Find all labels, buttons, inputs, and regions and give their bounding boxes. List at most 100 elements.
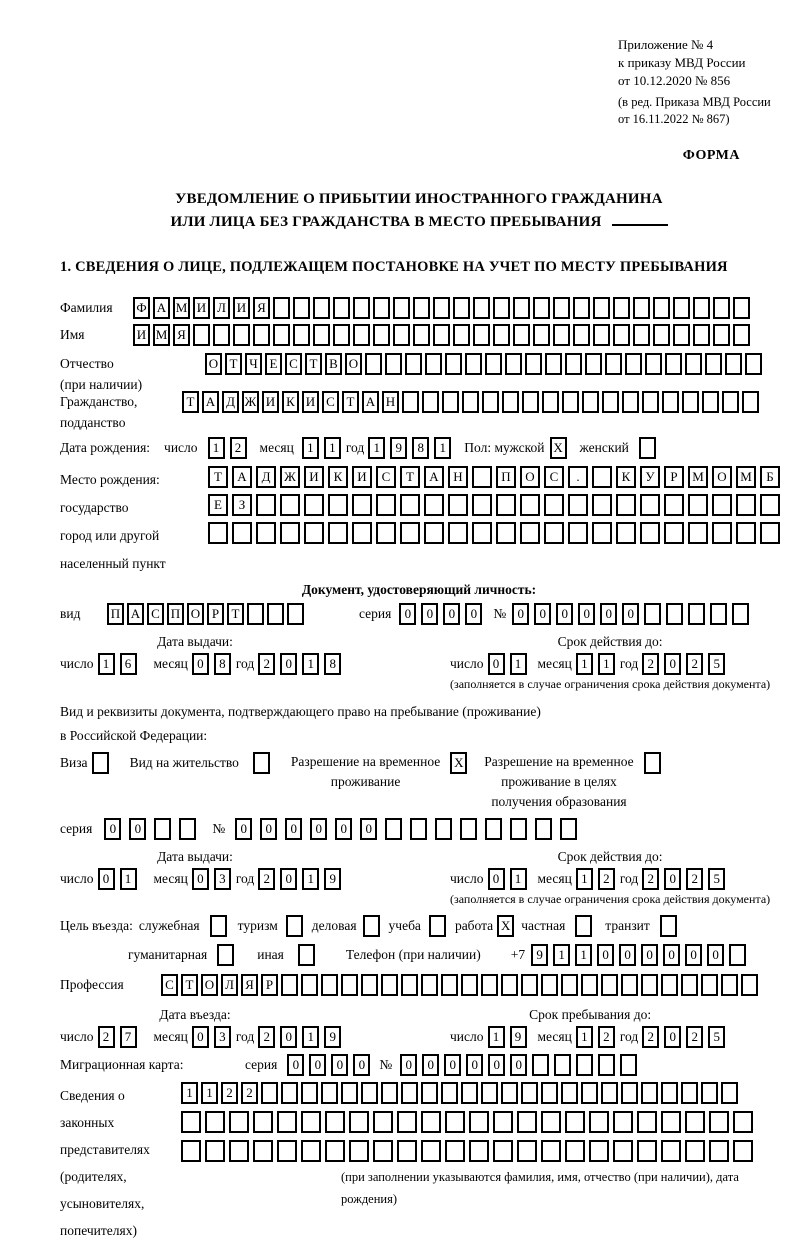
char-cell[interactable]	[664, 494, 684, 517]
char-cell[interactable]: 6	[119, 653, 137, 676]
char-cell[interactable]: Т	[305, 353, 322, 376]
char-cell[interactable]	[301, 1111, 321, 1134]
char-cell[interactable]: 8	[324, 653, 342, 676]
char-cell[interactable]: 2	[642, 868, 660, 891]
char-cell[interactable]	[280, 522, 300, 545]
char-cell[interactable]	[581, 1082, 598, 1105]
char-cell[interactable]: 2	[686, 868, 704, 891]
char-cell[interactable]	[589, 1140, 609, 1163]
char-cell[interactable]	[541, 1082, 558, 1105]
char-cell[interactable]	[541, 1111, 561, 1134]
char-cell[interactable]	[517, 1111, 537, 1134]
char-cell[interactable]	[688, 603, 706, 626]
char-cell[interactable]	[682, 391, 699, 414]
char-cell[interactable]: 0	[619, 944, 637, 967]
char-cell[interactable]	[381, 1082, 398, 1105]
char-cell[interactable]	[213, 324, 230, 347]
char-cell[interactable]: Т	[342, 391, 359, 414]
char-cell[interactable]	[413, 297, 430, 320]
char-cell[interactable]: 2	[686, 1026, 704, 1049]
char-cell[interactable]: 0	[129, 818, 147, 841]
char-cell[interactable]: О	[712, 466, 732, 489]
char-cell[interactable]	[598, 1054, 616, 1077]
char-cell[interactable]	[593, 297, 610, 320]
char-cell[interactable]	[247, 603, 264, 626]
char-cell[interactable]: 1	[368, 437, 386, 460]
char-cell[interactable]: 5	[708, 1026, 726, 1049]
char-cell[interactable]: 1	[575, 1026, 593, 1049]
char-cell[interactable]	[681, 974, 698, 997]
char-cell[interactable]	[465, 353, 482, 376]
char-cell[interactable]: Л	[213, 297, 230, 320]
char-cell[interactable]	[381, 974, 398, 997]
char-cell[interactable]	[561, 974, 578, 997]
char-cell[interactable]	[562, 391, 579, 414]
char-cell[interactable]: 0	[663, 944, 681, 967]
char-cell[interactable]: Т	[400, 466, 420, 489]
char-cell[interactable]: 1	[487, 1026, 505, 1049]
char-cell[interactable]	[662, 391, 679, 414]
char-cell[interactable]	[445, 353, 462, 376]
char-cell[interactable]	[232, 522, 252, 545]
char-cell[interactable]	[301, 1082, 318, 1105]
char-cell[interactable]	[397, 1140, 417, 1163]
char-cell[interactable]	[460, 818, 478, 841]
char-cell[interactable]	[582, 391, 599, 414]
char-cell[interactable]	[481, 1082, 498, 1105]
char-cell[interactable]	[665, 353, 682, 376]
char-cell[interactable]: 0	[280, 653, 298, 676]
char-cell[interactable]	[472, 494, 492, 517]
char-cell[interactable]: Ж	[280, 466, 300, 489]
char-cell[interactable]: 0	[510, 1054, 528, 1077]
char-cell[interactable]: И	[233, 297, 250, 320]
char-cell[interactable]	[217, 944, 235, 967]
char-cell[interactable]	[428, 915, 446, 938]
char-cell[interactable]	[281, 1082, 298, 1105]
char-cell[interactable]	[760, 494, 780, 517]
char-cell[interactable]	[745, 353, 762, 376]
char-cell[interactable]: О	[201, 974, 218, 997]
char-cell[interactable]: С	[544, 466, 564, 489]
char-cell[interactable]: С	[376, 466, 396, 489]
char-cell[interactable]: Н	[448, 466, 468, 489]
char-cell[interactable]: А	[232, 466, 252, 489]
char-cell[interactable]: 2	[221, 1082, 238, 1105]
char-cell[interactable]	[645, 353, 662, 376]
char-cell[interactable]: 1	[434, 437, 452, 460]
char-cell[interactable]: Я	[241, 974, 258, 997]
char-cell[interactable]: У	[640, 466, 660, 489]
char-cell[interactable]	[469, 1111, 489, 1134]
char-cell[interactable]	[736, 522, 756, 545]
char-cell[interactable]	[553, 324, 570, 347]
char-cell[interactable]: 1	[301, 437, 319, 460]
char-cell[interactable]: 0	[664, 868, 682, 891]
char-cell[interactable]	[641, 1082, 658, 1105]
char-cell[interactable]: 0	[600, 603, 618, 626]
char-cell[interactable]	[341, 1082, 358, 1105]
char-cell[interactable]: 1	[575, 944, 593, 967]
char-cell[interactable]: 1	[302, 868, 320, 891]
char-cell[interactable]	[229, 1111, 249, 1134]
char-cell[interactable]	[521, 974, 538, 997]
char-cell[interactable]	[576, 1054, 594, 1077]
char-cell[interactable]	[542, 391, 559, 414]
char-cell[interactable]	[421, 974, 438, 997]
char-cell[interactable]: 0	[487, 653, 505, 676]
char-cell[interactable]: 2	[241, 1082, 258, 1105]
char-cell[interactable]	[461, 974, 478, 997]
char-cell[interactable]	[732, 603, 750, 626]
char-cell[interactable]	[760, 522, 780, 545]
char-cell[interactable]	[485, 353, 502, 376]
char-cell[interactable]: 1	[509, 653, 527, 676]
char-cell[interactable]	[666, 603, 684, 626]
char-cell[interactable]: 2	[686, 653, 704, 676]
char-cell[interactable]	[643, 752, 661, 775]
char-cell[interactable]	[482, 391, 499, 414]
char-cell[interactable]	[622, 391, 639, 414]
char-cell[interactable]: 1	[509, 868, 527, 891]
char-cell[interactable]	[685, 1140, 705, 1163]
char-cell[interactable]: 0	[191, 653, 209, 676]
char-cell[interactable]	[638, 437, 656, 460]
char-cell[interactable]: А	[362, 391, 379, 414]
char-cell[interactable]: Ф	[133, 297, 150, 320]
